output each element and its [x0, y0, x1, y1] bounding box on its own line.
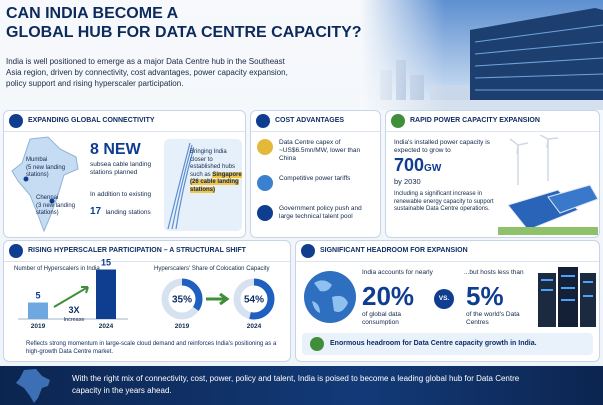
- right-lead: ...but hosts less than: [464, 269, 524, 276]
- cost-item: Government policy push and large technic…: [279, 205, 362, 220]
- growth-arrow: [53, 286, 89, 308]
- panel-header: RISING HYPERSCALER PARTICIPATION – A STR…: [4, 241, 290, 262]
- existing-count: 17: [90, 206, 102, 217]
- icon: [9, 244, 23, 258]
- city: Mumbai: [26, 157, 48, 163]
- bar-label: 15: [101, 258, 111, 268]
- power-year: by 2030: [394, 177, 421, 186]
- heading: RISING HYPERSCALER PARTICIPATION – A STR…: [28, 247, 246, 254]
- cost-item: Data Centre capex of ~US$6.5mn/MW, lower…: [279, 139, 361, 162]
- left-lead: India accounts for nearly: [362, 269, 433, 276]
- connectivity-panel: EXPANDING GLOBAL CONNECTIVITY Mumbai (5 n…: [3, 110, 246, 238]
- power-lead: India's installed power capacity is expe…: [394, 139, 490, 154]
- heading: COST ADVANTAGES: [275, 117, 345, 124]
- city: Chennai: [36, 195, 59, 201]
- hub-box: [164, 139, 242, 231]
- intro: India is well positioned to emerge as a …: [6, 57, 288, 88]
- unit: GW: [424, 163, 442, 174]
- left-desc: of global data consumption: [362, 311, 402, 326]
- city-note: (3 new landing stations): [36, 202, 76, 217]
- icon: [257, 205, 273, 221]
- hyperscaler-panel: RISING HYPERSCALER PARTICIPATION – A STR…: [3, 240, 291, 362]
- existing: 17 landing stations: [90, 201, 151, 219]
- bar-label: 5: [35, 291, 40, 301]
- hyperscaler-charts: 5 2019 15 2024 3X Increase 35% 2019 54% 2024: [18, 258, 275, 330]
- bar: [96, 269, 116, 319]
- footer: [0, 366, 603, 405]
- figure: 700: [394, 155, 425, 175]
- left-figure: 20%: [362, 281, 415, 311]
- donut-arc: [161, 278, 203, 320]
- conclusion-bar: [302, 333, 593, 355]
- footer-text: With the right mix of connectivity, cost…: [72, 374, 520, 395]
- new-count: 8 NEW: [90, 141, 141, 158]
- panel-header: SIGNIFICANT HEADROOM FOR EXPANSION: [296, 241, 599, 262]
- title-line: GLOBAL HUB FOR DATA CENTRE CAPACITY?: [6, 24, 362, 41]
- globe: [304, 271, 356, 323]
- bar: [28, 302, 48, 319]
- growth-label: Increase: [63, 317, 84, 323]
- cable-graphic: [167, 142, 194, 230]
- cost-panel: COST ADVANTAGES Data Centre capex of ~US…: [250, 110, 381, 238]
- note: Reflects strong momentum in large-scale …: [26, 341, 277, 355]
- chart-title: Hyperscalers' Share of Colocation Capaci…: [154, 266, 270, 272]
- icon: [257, 139, 273, 155]
- heading: RAPID POWER CAPACITY EXPANSION: [410, 117, 540, 124]
- x-tick-label: 2019: [31, 323, 46, 330]
- india-map: [11, 136, 79, 233]
- donut-arc: [233, 278, 275, 320]
- right-figure: 5%: [466, 281, 504, 311]
- share-arrow: [206, 292, 230, 306]
- donut-label: 54%: [244, 295, 264, 306]
- solar-graphic: [498, 135, 598, 235]
- server-racks: [538, 267, 596, 327]
- headroom-panel: SIGNIFICANT HEADROOM FOR EXPANSION India…: [295, 240, 600, 362]
- icon: [310, 337, 324, 351]
- icon: [256, 114, 270, 128]
- icon: [301, 244, 315, 258]
- power-panel: RAPID POWER CAPACITY EXPANSION India's i…: [385, 110, 600, 238]
- panel-header: RAPID POWER CAPACITY EXPANSION: [386, 111, 599, 132]
- donut-label: 35%: [172, 295, 192, 306]
- footer-map: [16, 369, 50, 403]
- panel-header: COST ADVANTAGES: [251, 111, 380, 132]
- chart-title: Number of Hyperscalers in India: [14, 266, 100, 272]
- title: CAN INDIA BECOME A GLOBAL HUB FOR DATA C…: [6, 4, 362, 42]
- heading: EXPANDING GLOBAL CONNECTIVITY: [28, 117, 155, 124]
- existing-suffix: landing stations: [105, 209, 151, 216]
- map-label: Chennai (3 new landing stations): [36, 195, 88, 218]
- x-tick-label: 2024: [247, 323, 262, 330]
- x-tick-label: 2024: [99, 323, 114, 330]
- heading: SIGNIFICANT HEADROOM FOR EXPANSION: [320, 247, 468, 254]
- existing-prefix: In addition to existing: [90, 191, 152, 198]
- panel-header: EXPANDING GLOBAL CONNECTIVITY: [4, 111, 245, 132]
- x-tick-label: 2019: [175, 323, 190, 330]
- hub-text: Bringing India closer to established hub…: [190, 149, 242, 194]
- right-desc: of the world's Data Centres: [466, 311, 520, 326]
- icon: [391, 114, 405, 128]
- cost-item: Competitive power tariffs: [279, 175, 351, 182]
- header-image: [360, 0, 603, 110]
- hub-lead: Bringing India closer to established hub…: [190, 149, 236, 178]
- vs-badge: VS.: [434, 289, 454, 309]
- power-figure: 700GW: [394, 155, 441, 176]
- city-note: (5 new landing stations): [26, 164, 66, 179]
- icon: [9, 114, 23, 128]
- title-line: CAN INDIA BECOME A: [6, 5, 179, 22]
- map-label: Mumbai (5 new landing stations): [26, 157, 78, 180]
- icon: [257, 175, 273, 191]
- conclusion: Enormous headroom for Data Centre capaci…: [330, 340, 537, 347]
- power-note: Including a significant increase in rene…: [394, 191, 494, 212]
- growth: 3X: [68, 305, 79, 315]
- new-desc: subsea cable landing stations planned: [90, 161, 152, 176]
